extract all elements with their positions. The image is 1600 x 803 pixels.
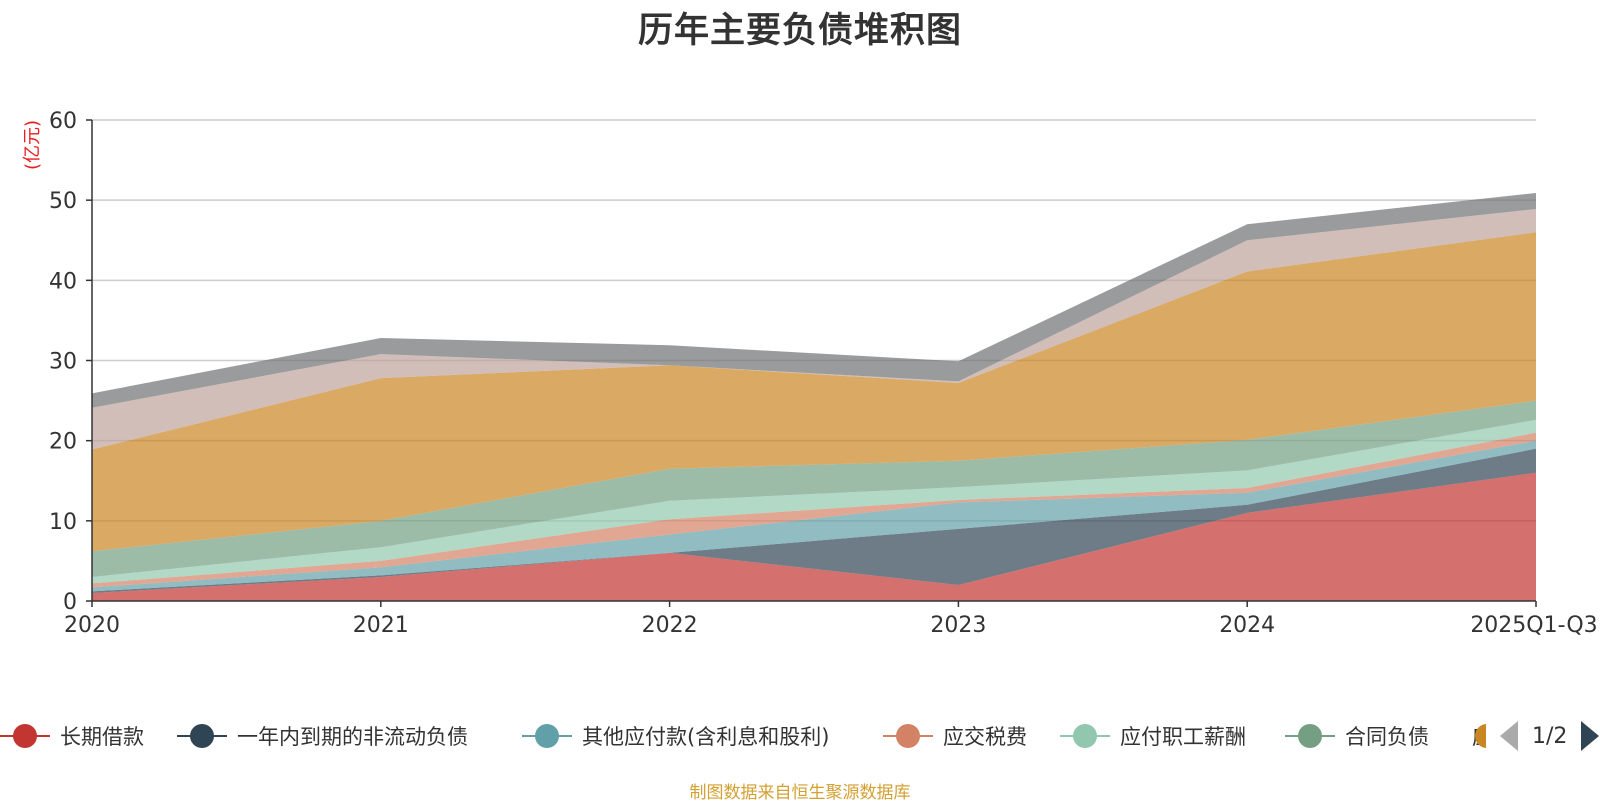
legend-item[interactable]: 合同负债 [1285,716,1429,756]
legend-marker-icon [0,723,50,749]
legend-marker-icon [522,723,572,749]
legend-label: 应付职工薪酬 [1120,725,1246,749]
legend-pager: 1/2 [1500,716,1600,756]
y-tick-label: 0 [63,590,77,615]
axis-layer: 0 10 20 30 40 50 60 2020 2021 2022 2023 2024 2025Q1-… [49,109,1598,638]
area-series-9[interactable] [92,192,1536,408]
legend-marker-icon [883,723,933,749]
legend-marker-icon [177,723,227,749]
y-tick-label: 10 [49,510,77,535]
legend-label: 长期借款 [60,725,144,749]
area-series-1[interactable] [92,472,1536,601]
legend-item[interactable]: 一年内到期的非流动负债 [177,716,468,756]
y-tick-label: 30 [49,350,77,375]
legend-label: 应交税费 [943,725,1027,749]
legend-page-indicator: 1/2 [1532,723,1568,749]
legend-item[interactable]: 应付职工薪酬 [1060,716,1246,756]
legend-item[interactable]: 应交税费 [883,716,1027,756]
y-tick-label: 60 [49,109,77,134]
area-series-4[interactable] [92,432,1536,588]
area-series-2[interactable] [92,448,1536,593]
area-series-8[interactable] [92,208,1536,450]
x-tick-label: 2023 [930,613,986,638]
legend: 长期借款 一年内到期的非流动负债 其他应付款(含利息和股利) 应交税费 应付职工薪酬 合同… [0,716,1600,756]
x-tick-label: 2020 [64,613,120,638]
legend-label: 一年内到期的非流动负债 [237,725,468,749]
legend-label: 其他应付款(含利息和股利) [582,725,830,749]
legend-marker-icon [1285,723,1335,749]
legend-next-page-icon[interactable] [1581,721,1600,751]
legend-item[interactable]: 应付账款 [1462,716,1486,756]
area-series-6[interactable] [92,400,1536,577]
y-tick-label: 50 [49,189,77,214]
x-tick-label: 2021 [353,613,409,638]
area-layer [92,192,1536,601]
legend-label: 合同负债 [1345,725,1429,749]
x-tick-label: 2024 [1219,613,1275,638]
legend-prev-page-icon[interactable] [1500,721,1518,751]
data-source-footer: 制图数据来自恒生聚源数据库 [689,783,911,803]
y-axis-unit-label: (亿元) [22,120,43,170]
area-series-5[interactable] [92,419,1536,584]
legend-marker-icon [1060,723,1110,749]
y-tick-label: 20 [49,430,77,455]
x-tick-label: 2022 [642,613,698,638]
legend-item[interactable]: 其他应付款(含利息和股利) [522,716,829,756]
chart-title: 历年主要负债堆积图 [637,11,962,51]
legend-item[interactable]: 长期借款 [0,716,144,756]
y-tick-label: 40 [49,269,77,294]
area-series-7[interactable] [92,232,1536,552]
x-tick-label: 2025Q1-Q3 [1470,613,1597,638]
